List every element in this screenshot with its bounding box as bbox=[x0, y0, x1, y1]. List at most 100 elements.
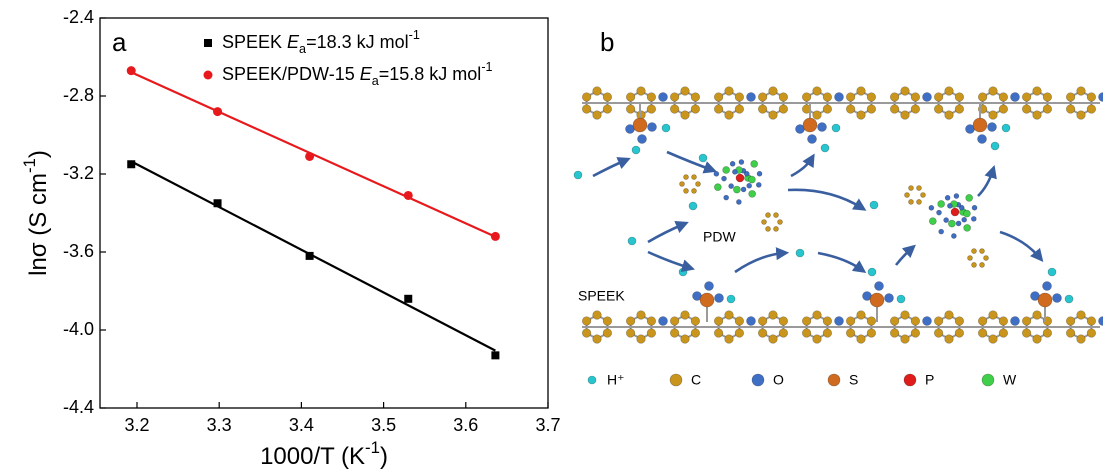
x-tick-label: 3.3 bbox=[207, 415, 232, 435]
atom bbox=[1086, 316, 1096, 326]
atom bbox=[1032, 110, 1042, 120]
legend-label-part: -1 bbox=[409, 28, 420, 42]
atom bbox=[683, 188, 689, 194]
atom bbox=[758, 104, 768, 114]
atom bbox=[983, 255, 989, 261]
atom bbox=[1010, 316, 1020, 326]
x-tick-label: 3.6 bbox=[453, 415, 478, 435]
atom bbox=[734, 316, 744, 326]
point bbox=[490, 231, 500, 241]
atom bbox=[967, 255, 973, 261]
atom bbox=[646, 328, 656, 338]
atom bbox=[733, 185, 741, 194]
atom bbox=[1042, 281, 1052, 291]
arrow bbox=[787, 188, 867, 211]
atom bbox=[582, 104, 592, 114]
atom bbox=[658, 92, 668, 102]
y-tick-label: -3.6 bbox=[63, 241, 94, 261]
atom bbox=[626, 316, 636, 326]
point bbox=[213, 199, 222, 208]
atom bbox=[978, 316, 988, 326]
atom bbox=[971, 204, 978, 211]
atom bbox=[690, 104, 700, 114]
arrow bbox=[666, 150, 717, 174]
atom bbox=[646, 316, 656, 326]
sulfur bbox=[1037, 292, 1053, 308]
legend-label-part: =15.8 kJ mol bbox=[379, 64, 482, 84]
legend-swatch bbox=[903, 373, 917, 387]
atom bbox=[647, 122, 657, 132]
atom bbox=[714, 293, 724, 303]
atom bbox=[958, 204, 965, 211]
atom bbox=[773, 212, 779, 218]
atom bbox=[951, 233, 957, 239]
atom bbox=[944, 334, 954, 344]
point bbox=[404, 294, 413, 303]
atom bbox=[626, 92, 636, 102]
atom bbox=[900, 110, 910, 120]
atom bbox=[1098, 92, 1103, 102]
atom bbox=[680, 110, 690, 120]
atom bbox=[1042, 328, 1052, 338]
atom bbox=[822, 92, 832, 102]
atom bbox=[866, 328, 876, 338]
proton bbox=[678, 267, 688, 277]
atom bbox=[743, 170, 750, 177]
atom bbox=[965, 194, 973, 202]
atom bbox=[773, 226, 779, 232]
legend-swatch bbox=[981, 373, 995, 387]
arrow bbox=[734, 247, 790, 274]
atom bbox=[954, 328, 964, 338]
point bbox=[204, 39, 212, 47]
atom bbox=[987, 122, 997, 132]
atom bbox=[713, 171, 720, 177]
atom bbox=[582, 316, 592, 326]
atom bbox=[937, 200, 945, 208]
atom bbox=[761, 219, 767, 225]
legend-label: SPEEK Ea=18.3 kJ mol-1 bbox=[222, 28, 420, 56]
proton bbox=[688, 201, 698, 211]
legend-label-part: =18.3 kJ mol bbox=[306, 32, 409, 52]
sulfur bbox=[802, 117, 818, 133]
atom bbox=[856, 310, 866, 320]
atom bbox=[756, 170, 763, 177]
atom bbox=[748, 175, 756, 184]
atom bbox=[988, 310, 998, 320]
atom bbox=[812, 110, 822, 120]
atom bbox=[1076, 86, 1086, 96]
atom bbox=[944, 194, 951, 201]
legend-swatch bbox=[751, 373, 765, 387]
legend-label-part: E bbox=[360, 64, 373, 84]
atom bbox=[680, 310, 690, 320]
atom bbox=[746, 92, 756, 102]
atom bbox=[1022, 316, 1032, 326]
atom bbox=[979, 248, 985, 254]
atom bbox=[746, 316, 756, 326]
atom bbox=[936, 209, 942, 216]
atom bbox=[884, 293, 894, 303]
atom bbox=[724, 310, 734, 320]
atom bbox=[679, 181, 685, 187]
atom bbox=[812, 86, 822, 96]
atom bbox=[934, 316, 944, 326]
atom bbox=[978, 328, 988, 338]
phosphorus bbox=[950, 207, 960, 217]
atom bbox=[658, 316, 668, 326]
atom bbox=[900, 334, 910, 344]
atom bbox=[690, 316, 700, 326]
atom bbox=[890, 92, 900, 102]
atom bbox=[1052, 293, 1062, 303]
atom bbox=[890, 316, 900, 326]
atom bbox=[916, 185, 922, 191]
atom bbox=[910, 316, 920, 326]
atom bbox=[1042, 92, 1052, 102]
y-axis-label: lnσ (S cm-1) bbox=[20, 150, 52, 276]
atom bbox=[724, 110, 734, 120]
atom bbox=[963, 224, 971, 232]
atom bbox=[916, 199, 922, 205]
atom bbox=[846, 328, 856, 338]
atom bbox=[636, 334, 646, 344]
atom bbox=[1022, 104, 1032, 114]
atom bbox=[802, 328, 812, 338]
arrow bbox=[647, 221, 689, 244]
